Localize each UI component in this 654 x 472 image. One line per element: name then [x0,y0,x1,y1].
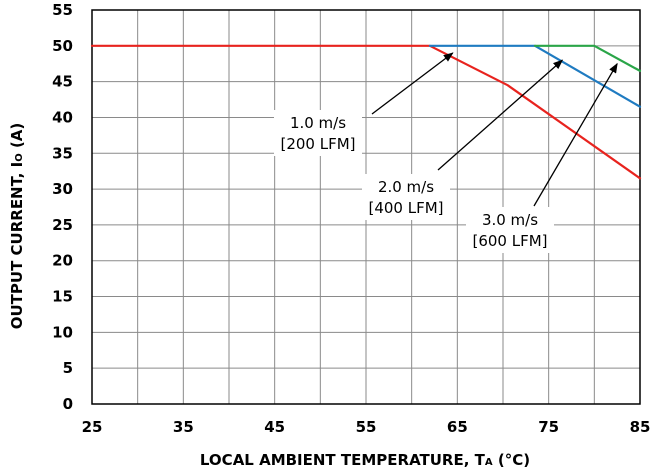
annotation-label: [400 LFM] [368,199,443,217]
y-tick-label: 35 [52,144,73,162]
annotation-label: [200 LFM] [280,135,355,153]
y-tick-label: 30 [52,180,73,198]
annotation-label: 3.0 m/s [482,211,538,229]
y-tick-label: 25 [52,216,73,234]
y-tick-label: 50 [52,37,73,55]
x-tick-label: 85 [630,418,651,436]
series-lines [90,44,642,180]
annotation-background [274,110,362,156]
x-tick-label: 45 [264,418,285,436]
tick-labels: 25 35 45 55 65 75 85 0 5 10 15 20 25 30 35 40 45 50 55 [52,1,650,436]
annotation-label: [600 LFM] [472,232,547,250]
x-tick-label: 35 [173,418,194,436]
x-tick-label: 75 [538,418,559,436]
plot-frame [91,9,641,405]
annotation-label: 1.0 m/s [290,114,346,132]
series-line-3 [533,44,642,73]
annotations: 1.0 m/s [200 LFM] 2.0 m/s [400 LFM] 3.0 m/s [… [274,52,618,253]
x-axis-title: LOCAL AMBIENT TEMPERATURE, TA (°C) [200,451,530,469]
y-tick-label: 40 [52,108,73,126]
series-line-2 [428,44,642,108]
grid [91,9,641,405]
series-line-1 [90,44,642,180]
x-tick-label: 55 [356,418,377,436]
y-tick-label: 55 [52,1,73,19]
y-tick-label: 0 [63,395,73,413]
y-tick-label: 45 [52,73,73,91]
y-tick-label: 5 [63,359,73,377]
annotation-background [466,207,554,253]
x-tick-label: 25 [82,418,103,436]
x-tick-label: 65 [447,418,468,436]
annotation-arrow [437,59,564,171]
annotation-background [362,174,450,220]
y-axis-title: OUTPUT CURRENT, IO (A) [8,123,26,330]
y-tick-label: 20 [52,252,73,270]
annotation-arrow [371,52,454,115]
annotation-arrow [533,62,618,207]
annotation-label: 2.0 m/s [378,178,434,196]
y-tick-label: 10 [52,323,73,341]
y-tick-label: 15 [52,288,73,306]
